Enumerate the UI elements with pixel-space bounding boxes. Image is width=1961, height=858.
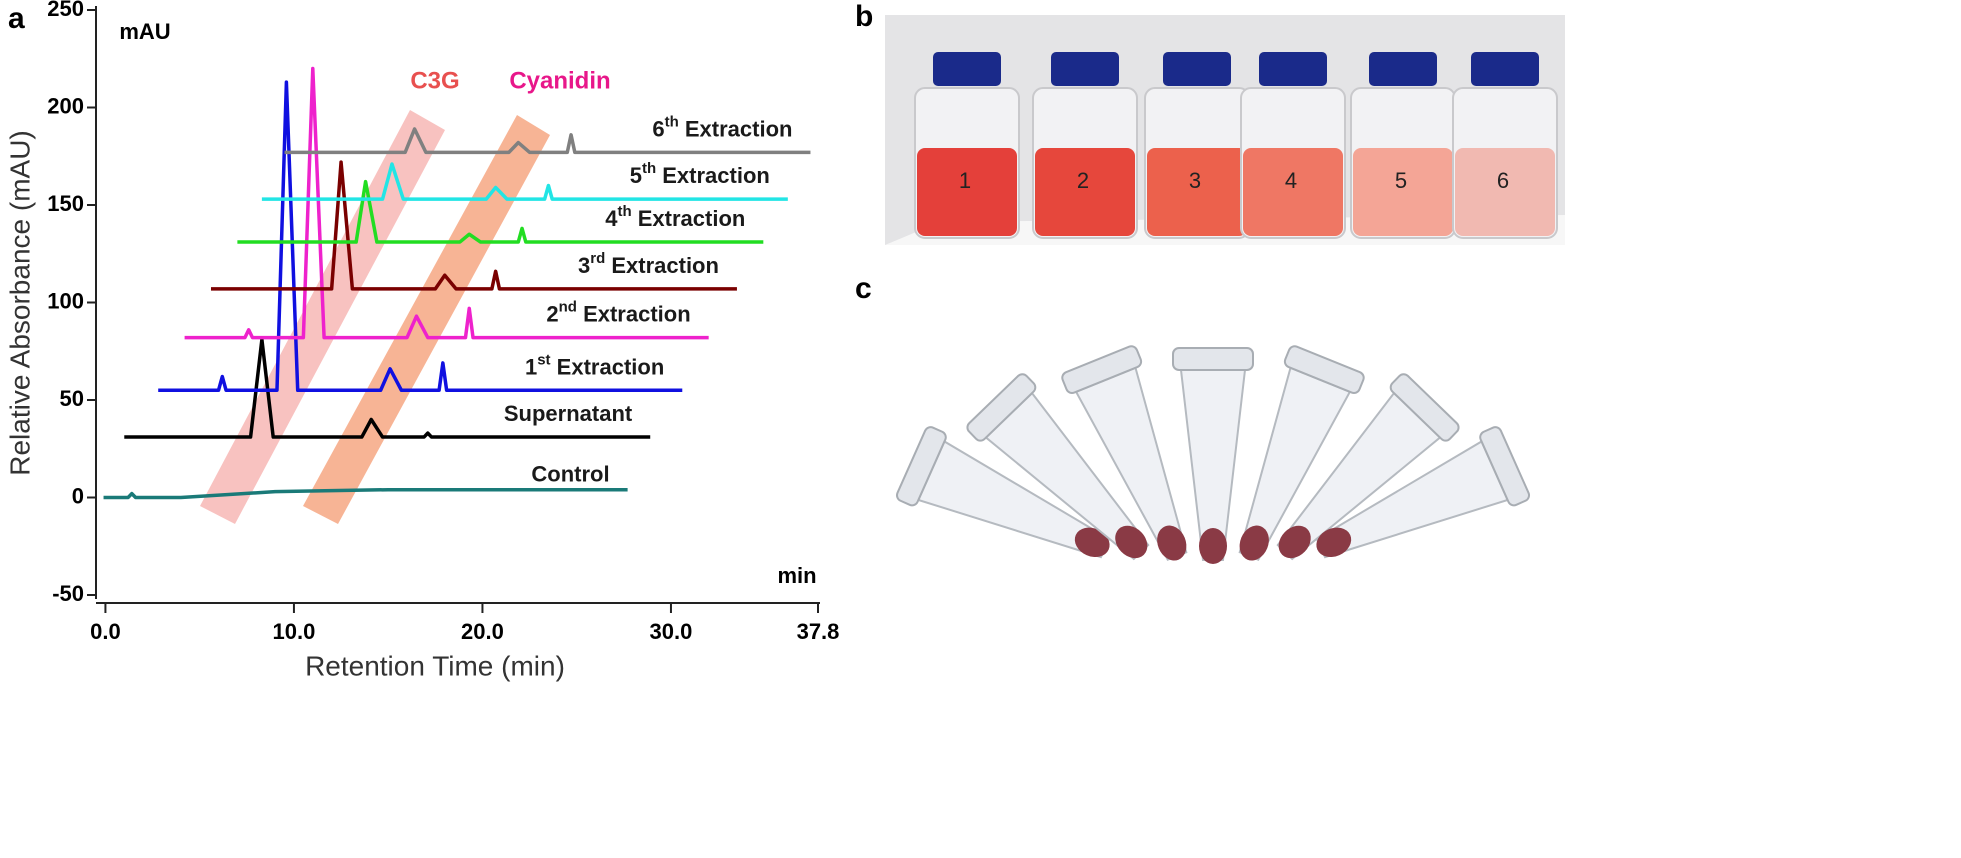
tube (895, 426, 1111, 559)
y-tick-label: 50 (60, 386, 84, 411)
vial-liquid (1035, 148, 1135, 236)
vial-label: 4 (1285, 168, 1297, 193)
tube-cap (1061, 345, 1143, 395)
trace-label: 1st Extraction (525, 351, 664, 379)
tube-cap (1479, 426, 1531, 507)
x-tick-label: 30.0 (650, 619, 693, 644)
trace (210, 160, 737, 291)
pellet (1278, 525, 1311, 559)
vial-cap (1163, 52, 1231, 86)
panel-label: c (855, 272, 872, 305)
y-tick-label: 200 (47, 93, 84, 118)
vial-liquid (1353, 148, 1453, 236)
annotation: C3G (410, 67, 459, 94)
pellet (1239, 525, 1269, 561)
tube (1238, 345, 1365, 562)
panel-label: a (8, 2, 25, 35)
trace-label: 6th Extraction (652, 113, 792, 141)
pellet (1199, 528, 1227, 564)
x-axis-title: Retention Time (min) (305, 650, 565, 681)
vial-cap (1051, 52, 1119, 86)
trace-label: Control (531, 461, 609, 486)
x-tick-label: 10.0 (273, 619, 316, 644)
vial-label: 5 (1395, 168, 1407, 193)
trace (158, 80, 683, 392)
tube-cap (966, 373, 1037, 442)
y-tick-label: 100 (47, 288, 84, 313)
vial-liquid (1455, 148, 1555, 236)
y-tick-label: -50 (52, 581, 84, 606)
trace (184, 66, 709, 340)
trace-label: 5th Extraction (630, 160, 770, 188)
vial-liquid (1243, 148, 1343, 236)
tube (1276, 373, 1460, 561)
vial-label: 2 (1077, 168, 1089, 193)
vial-label: 1 (959, 168, 971, 193)
trace-label: Supernatant (504, 401, 633, 426)
pellet (1316, 527, 1352, 558)
y-unit: mAU (119, 19, 170, 44)
vial-label: 3 (1189, 168, 1201, 193)
vial-cap (1369, 52, 1437, 86)
vial-label: 6 (1497, 168, 1509, 193)
vial-liquid (917, 148, 1017, 236)
tube-cap (1283, 345, 1365, 395)
tube (966, 373, 1150, 561)
annotation: Cyanidin (509, 67, 610, 94)
tube (1315, 426, 1531, 559)
trace (284, 127, 811, 155)
cyanidin-band (303, 115, 550, 524)
trace-label: 3rd Extraction (578, 250, 719, 278)
plot: -50 0 50 100 150 200 250 0.0 10.0 20.0 30.0 37.8 Con… (47, 0, 839, 644)
pellet (1115, 525, 1148, 559)
y-axis-title: Relative Absorbance (mAU) (4, 130, 35, 475)
trace (261, 162, 788, 201)
trace-label: 4th Extraction (605, 203, 745, 231)
vial-cap (933, 52, 1001, 86)
trace (124, 337, 651, 439)
pellet (1074, 527, 1110, 558)
x-tick-label: 0.0 (90, 619, 121, 644)
trace (237, 179, 764, 244)
tube (1061, 345, 1188, 562)
tube (1172, 347, 1254, 564)
tube-cap (1172, 347, 1254, 371)
y-tick-label: 150 (47, 191, 84, 216)
x-tick-label: 37.8 (797, 619, 840, 644)
y-tick-label: 250 (47, 0, 84, 21)
tube-photo (895, 288, 1565, 600)
pellet (1157, 525, 1187, 561)
panel-label: b (855, 0, 873, 33)
x-tick-label: 20.0 (461, 619, 504, 644)
x-unit: min (777, 563, 816, 588)
y-tick-label: 0 (72, 483, 84, 508)
trace (103, 487, 628, 500)
vial-cap (1471, 52, 1539, 86)
vial-photo: 1 2 3 4 5 6 (885, 15, 1565, 245)
tube-cap (1389, 373, 1460, 442)
vial-cap (1259, 52, 1327, 86)
tube-cap (895, 426, 947, 507)
trace-label: 2nd Extraction (546, 299, 690, 327)
vial-liquid (1147, 148, 1247, 236)
